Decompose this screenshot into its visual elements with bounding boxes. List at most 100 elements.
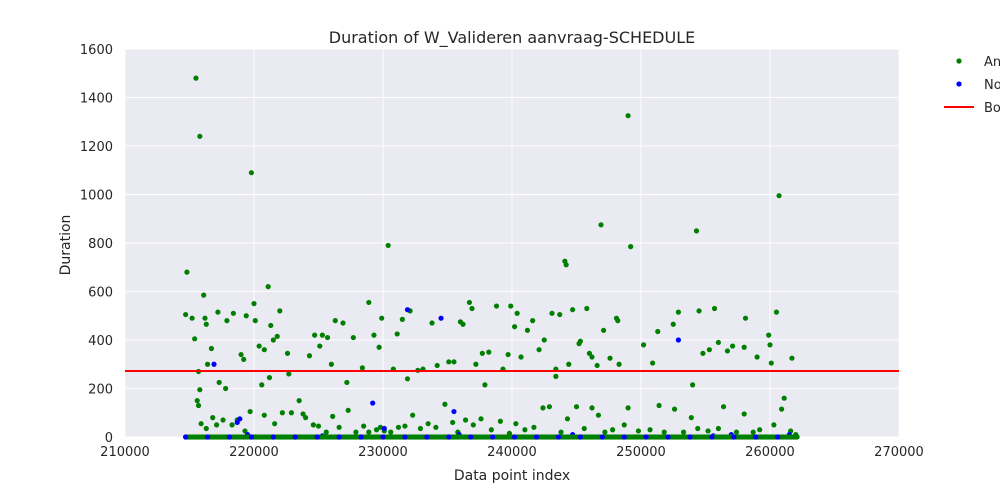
point-an: [690, 382, 696, 388]
point-an: [373, 427, 380, 433]
y-axis-label: Duration: [58, 215, 74, 276]
y-tick-label: 1400: [80, 92, 113, 107]
point-no: [675, 337, 682, 343]
point-an: [514, 310, 520, 316]
point-an: [566, 361, 572, 367]
point-an: [754, 354, 760, 360]
point-an: [715, 339, 722, 346]
point-an: [635, 428, 642, 434]
x-tick-label: 210000: [100, 445, 150, 460]
point-an: [594, 362, 600, 369]
point-an: [581, 425, 587, 432]
x-tick-label: 250000: [616, 445, 666, 460]
point-no: [451, 408, 457, 415]
point-no: [234, 419, 240, 426]
point-an: [773, 309, 780, 315]
point-an: [680, 429, 687, 435]
point-no: [468, 434, 474, 440]
point-an: [589, 405, 595, 411]
point-no: [358, 434, 364, 440]
point-an: [270, 337, 276, 343]
point-an: [564, 416, 571, 422]
point-an: [300, 411, 306, 417]
point-an: [482, 382, 488, 388]
point-an: [194, 398, 200, 404]
point-an: [183, 311, 189, 318]
point-an: [388, 429, 394, 435]
y-tick-label: 1200: [80, 140, 113, 155]
legend: An No Bo: [944, 55, 1000, 116]
point-an: [767, 342, 773, 348]
point-an: [385, 242, 391, 249]
point-an: [768, 360, 774, 366]
point-an: [197, 133, 203, 139]
point-an: [261, 347, 267, 353]
point-an: [371, 332, 377, 338]
point-an: [558, 429, 564, 435]
point-an: [361, 423, 367, 429]
y-tick-label: 1000: [80, 189, 113, 204]
point-an: [600, 327, 607, 333]
point-an: [473, 361, 479, 367]
point-no: [314, 434, 320, 440]
point-an: [223, 385, 229, 392]
point-an: [350, 334, 356, 341]
point-an: [208, 345, 215, 352]
point-an: [460, 321, 466, 327]
point-an: [696, 308, 702, 314]
point-an: [256, 343, 262, 349]
point-an: [462, 417, 469, 423]
point-no: [270, 434, 276, 440]
point-an: [284, 350, 291, 356]
point-an: [336, 424, 342, 430]
point-an: [615, 318, 621, 324]
point-an: [695, 425, 701, 432]
point-an: [573, 404, 580, 410]
point-an: [553, 373, 559, 379]
point-an: [252, 318, 258, 324]
point-an: [429, 320, 435, 326]
point-an: [442, 401, 448, 407]
point-an: [766, 332, 772, 338]
legend-marker-no: [956, 81, 962, 87]
point-an: [650, 360, 656, 366]
point-an: [675, 309, 682, 315]
point-an: [323, 429, 329, 435]
point-an: [729, 343, 736, 349]
point-an: [505, 351, 511, 358]
point-an: [518, 354, 524, 360]
point-an: [376, 344, 382, 350]
point-an: [720, 404, 727, 410]
point-an: [202, 315, 208, 321]
point-an: [404, 376, 411, 382]
point-an: [286, 371, 292, 377]
point-no: [211, 361, 217, 367]
point-an: [546, 404, 553, 410]
point-an: [192, 336, 198, 342]
point-an: [434, 362, 440, 369]
point-an: [242, 428, 248, 434]
point-an: [598, 222, 604, 228]
point-an: [332, 318, 338, 324]
point-no: [237, 416, 243, 422]
point-an: [340, 320, 346, 326]
point-an: [742, 315, 749, 321]
point-an: [671, 406, 678, 412]
point-an: [330, 413, 336, 419]
point-no: [665, 434, 671, 440]
point-an: [469, 305, 475, 312]
chart-title: Duration of W_Valideren aanvraag-SCHEDUL…: [329, 28, 695, 48]
point-an: [563, 262, 569, 268]
point-an: [379, 315, 385, 321]
point-an: [478, 416, 484, 422]
point-an: [189, 315, 195, 321]
point-no: [753, 434, 759, 440]
point-an: [670, 321, 676, 327]
point-an: [536, 347, 542, 353]
point-an: [433, 424, 439, 430]
point-an: [602, 429, 608, 435]
point-an: [216, 379, 222, 386]
point-no: [731, 434, 737, 440]
point-no: [370, 400, 376, 406]
point-an: [277, 308, 283, 314]
